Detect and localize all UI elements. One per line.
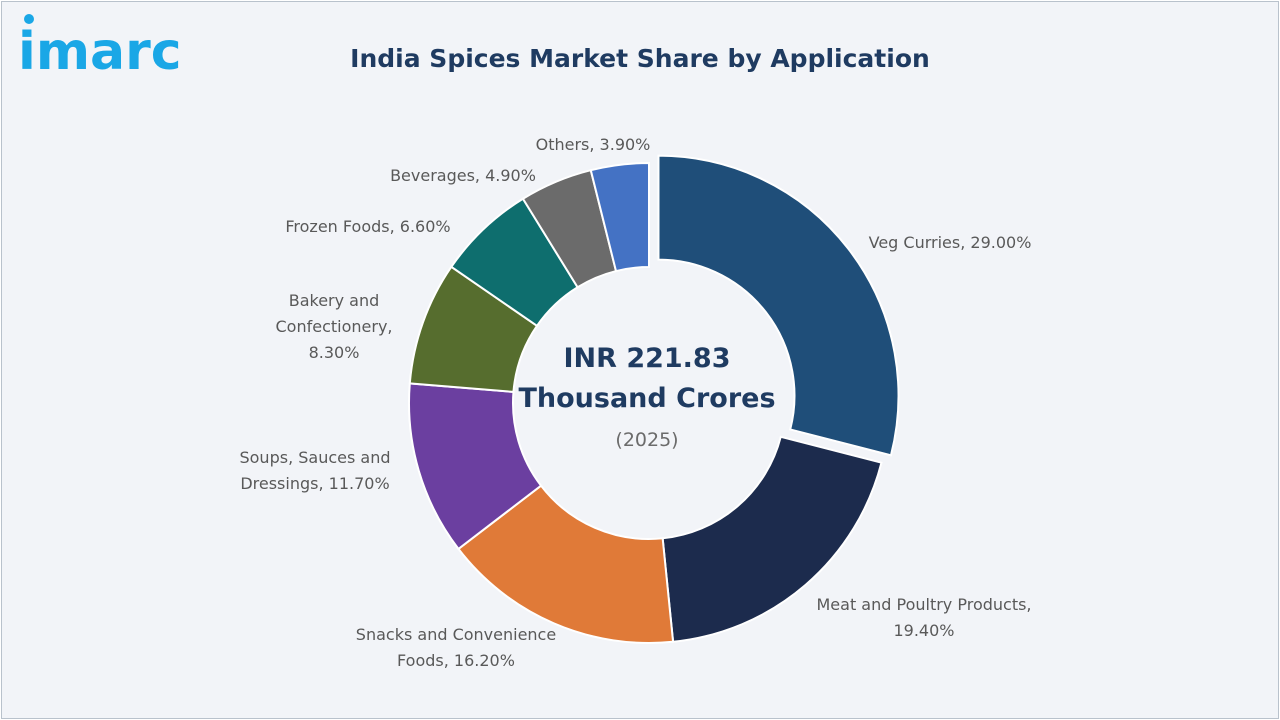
label-line: Bakery and bbox=[289, 291, 380, 310]
slice-others bbox=[589, 161, 650, 273]
label-line: Confectionery, bbox=[276, 317, 393, 336]
label-line: Beverages, 4.90% bbox=[390, 166, 536, 185]
label-line: 19.40% bbox=[893, 621, 954, 640]
label-line: Frozen Foods, 6.60% bbox=[285, 217, 450, 236]
label-veg-curries: Veg Curries, 29.00% bbox=[869, 233, 1032, 252]
label-others: Others, 3.90% bbox=[536, 135, 651, 154]
label-bakery-and-confectionery: Bakery and Confectionery, 8.30% bbox=[276, 291, 393, 362]
label-line: Foods, 16.20% bbox=[397, 651, 515, 670]
label-line: Meat and Poultry Products, bbox=[816, 595, 1031, 614]
label-frozen-foods: Frozen Foods, 6.60% bbox=[285, 217, 450, 236]
label-meat-and-poultry-products: Meat and Poultry Products, 19.40% bbox=[816, 595, 1031, 640]
center-unit: Thousand Crores bbox=[518, 383, 775, 414]
label-soups-sauces-and-dressings: Soups, Sauces and Dressings, 11.70% bbox=[239, 448, 390, 493]
label-snacks-and-convenience-foods: Snacks and Convenience Foods, 16.20% bbox=[356, 625, 556, 670]
center-value: INR 221.83 bbox=[563, 343, 730, 374]
chart-title: India Spices Market Share by Application bbox=[350, 44, 930, 73]
label-line: Snacks and Convenience bbox=[356, 625, 556, 644]
label-line: 8.30% bbox=[309, 343, 360, 362]
slice-veg-curries bbox=[657, 154, 900, 457]
slice-meat-and-poultry-products bbox=[661, 435, 883, 643]
label-line: Soups, Sauces and bbox=[239, 448, 390, 467]
label-line: Others, 3.90% bbox=[536, 135, 651, 154]
label-line: Veg Curries, 29.00% bbox=[869, 233, 1032, 252]
center-year: (2025) bbox=[615, 429, 678, 451]
imarc-logo: imarc bbox=[18, 22, 182, 82]
label-beverages: Beverages, 4.90% bbox=[390, 166, 536, 185]
logo-dot bbox=[24, 14, 34, 24]
label-line: Dressings, 11.70% bbox=[240, 474, 389, 493]
